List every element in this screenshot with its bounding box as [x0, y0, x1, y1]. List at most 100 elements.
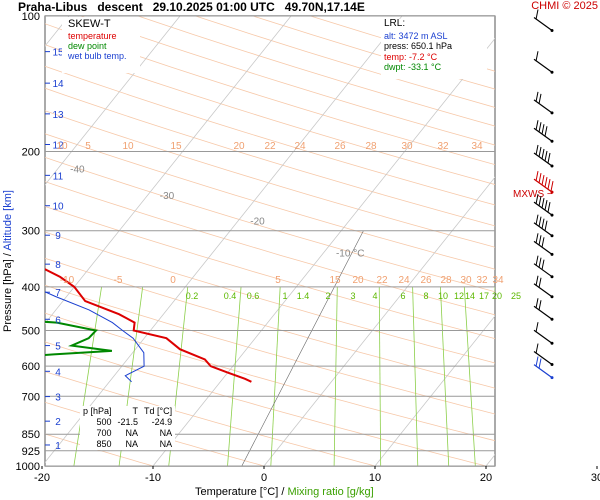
mixing-ratio-label: 0.2: [186, 291, 199, 301]
pressure-tick-label: 400: [22, 282, 40, 294]
lrl-press: press: 650.1 hPa: [384, 41, 453, 51]
isotherm-label: -30: [160, 191, 175, 202]
wind-barb: [533, 356, 554, 380]
mixing-ratio-label: 0.6: [247, 291, 260, 301]
isotherm: [45, 16, 181, 186]
mixing-ratio-label: 14: [465, 291, 475, 301]
dry-adiabat: [45, 257, 495, 389]
dry-adiabat: [45, 87, 495, 227]
dry-adiabat-label: 32: [476, 275, 488, 286]
wind-barb: [533, 51, 554, 74]
mixing-ratio-label: 20: [492, 291, 502, 301]
credit-link[interactable]: CHMI © 2025: [531, 0, 598, 12]
wind-barb: [533, 214, 554, 238]
dry-adiabat-label: 26: [420, 275, 432, 286]
isotherm: [374, 315, 495, 466]
temperature-tick-label: -20: [34, 472, 50, 484]
mixing-ratio-line: [412, 286, 419, 466]
dry-adiabat-label: 5: [275, 275, 281, 286]
table-cell: 500: [96, 417, 112, 427]
table-cell: -24.9: [151, 417, 173, 427]
chart-title: Praha-Libus descent 29.10.2025 01:00 UTC…: [18, 0, 365, 14]
legend: SKEW-T temperature dew point wet bulb te…: [62, 17, 140, 73]
lrl-alt: alt: 3472 m ASL: [384, 30, 448, 41]
mixing-ratio-line: [73, 286, 102, 466]
pressure-tick-label: 925: [22, 446, 40, 458]
wind-barb: [533, 144, 554, 168]
parcel-line: [241, 230, 364, 466]
altitude-tick-label: 8: [55, 260, 61, 271]
pressure-tick-label: 700: [22, 391, 40, 403]
altitude-tick-label: 4: [55, 367, 61, 378]
dry-adiabat-label: -5: [114, 275, 123, 286]
table-cell: NA: [159, 428, 173, 438]
table-cell: NA: [125, 439, 139, 449]
dry-adiabat-label: 15: [329, 275, 341, 286]
table-cell: 850: [96, 439, 112, 449]
altitude-tick-label: 12: [52, 141, 64, 152]
mixing-ratio-line: [494, 286, 495, 294]
x-axis-label-temp: Temperature [°C]: [195, 486, 279, 498]
pressure-tick-label: 300: [22, 226, 40, 238]
table-header: p [hPa]: [83, 406, 112, 416]
table-cell: 700: [96, 428, 112, 438]
legend-item-wetbulb: wet bulb temp.: [68, 51, 127, 61]
altitude-tick-label: 13: [52, 110, 64, 121]
dry-adiabat-label: 28: [365, 141, 377, 152]
dry-adiabat-label: 20: [352, 275, 364, 286]
mixing-ratio-label: 25: [511, 291, 521, 301]
dry-adiabat: [45, 231, 495, 364]
mixing-ratio-label: 1.4: [297, 291, 310, 301]
dry-adiabat-label: 5: [85, 141, 91, 152]
y-axis-label-alt: Altitude [km]: [2, 190, 14, 251]
altitude-tick-label: 9: [55, 231, 61, 242]
temperature-line: [45, 268, 252, 383]
pressure-tick-label: 850: [22, 429, 40, 441]
wind-barb: [533, 343, 554, 367]
dry-adiabat-label: -10: [60, 275, 75, 286]
temperature-tick-label: 20: [480, 472, 492, 484]
temperature-tick-label: -10: [145, 472, 161, 484]
dry-adiabat-label: 34: [471, 141, 483, 152]
legend-title: SKEW-T: [68, 18, 111, 30]
legend-item-temperature: temperature: [68, 31, 117, 41]
lrl-temp: temp: -7.2 °C: [384, 51, 438, 62]
dry-adiabat: [45, 284, 495, 415]
lrl-title: LRL:: [384, 18, 406, 29]
wind-barb: [533, 298, 554, 321]
mixing-ratio-line: [463, 286, 476, 466]
mixing-ratio-label: 12: [454, 291, 464, 301]
altitude-tick-label: 15: [52, 48, 64, 59]
dry-adiabat-label: 10: [122, 141, 134, 152]
y-axis-label-pressure: Pressure [hPa]: [2, 259, 14, 332]
isotherm: [45, 16, 403, 463]
temperature-tick-label: 10: [369, 472, 381, 484]
isotherm-label: -10 °C: [336, 248, 364, 259]
dry-adiabat-label: 0: [170, 275, 176, 286]
isotherm-label: -20: [250, 217, 265, 228]
isotherm-label: -40: [70, 164, 85, 175]
altitude-tick-label: 14: [52, 79, 64, 90]
altitude-tick-label: 10: [52, 202, 64, 213]
table-cell: -21.5: [117, 417, 139, 427]
mixing-ratio-label: 4: [372, 291, 377, 301]
temperature-tick-label: 30: [591, 472, 600, 484]
table-header: Td [°C]: [144, 406, 173, 416]
isotherm: [263, 176, 495, 466]
legend-item-dewpoint: dew point: [68, 41, 107, 51]
wind-barb: [533, 170, 554, 194]
pressure-tick-label: 1000: [16, 461, 40, 473]
table-row: 700 NA NA: [80, 428, 175, 439]
wind-barb: [533, 233, 554, 256]
dry-adiabat: [45, 110, 495, 248]
altitude-tick-label: 7: [55, 288, 61, 299]
dry-adiabat-label: 30: [460, 275, 472, 286]
altitude-tick-label: 5: [55, 342, 61, 353]
summary-table: p [hPa] T Td [°C] 500 -21.5 -24.9 700 NA…: [80, 406, 176, 450]
dry-adiabat: [45, 181, 495, 316]
mixing-ratio-label: 3: [350, 291, 355, 301]
y-axis-label-sep: /: [2, 253, 14, 257]
mixing-ratio-label: 8: [423, 291, 428, 301]
altitude-tick-label: 3: [55, 393, 61, 404]
dry-adiabat-label: 30: [401, 141, 413, 152]
